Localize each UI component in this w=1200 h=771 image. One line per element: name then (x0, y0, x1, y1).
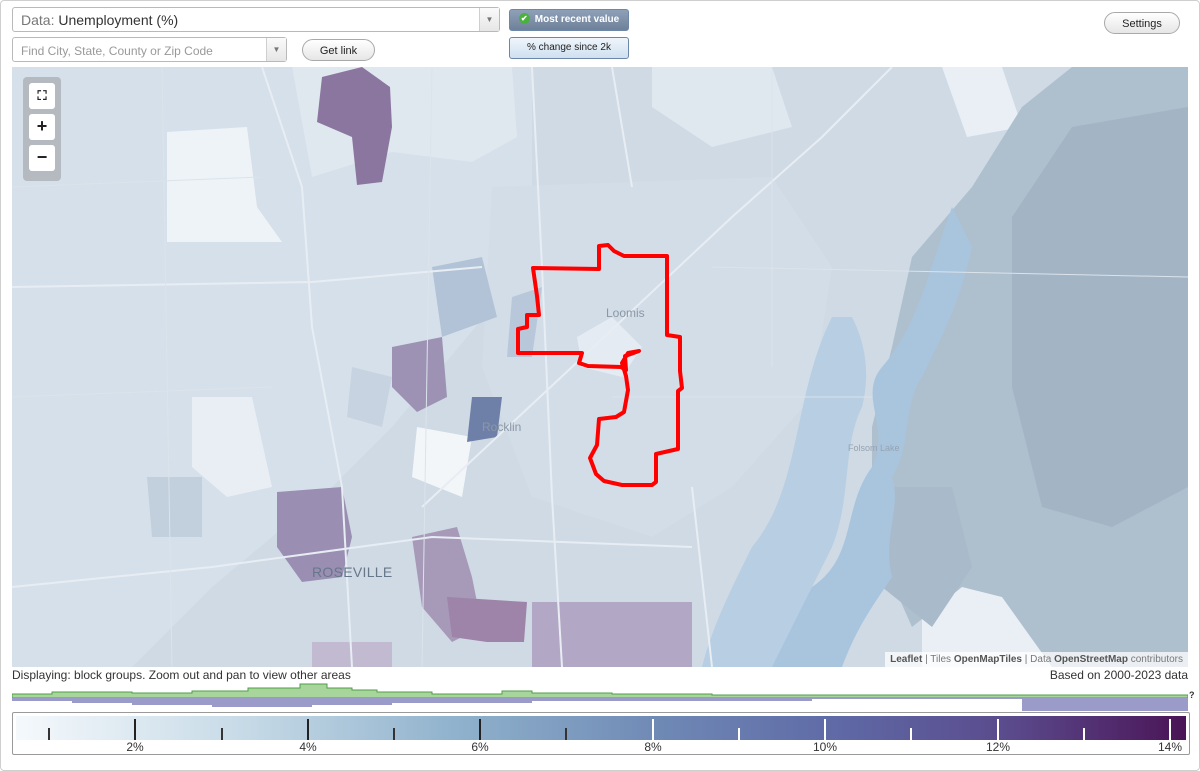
chevron-down-icon[interactable]: ▼ (266, 38, 286, 61)
legend-label: 2% (126, 740, 144, 754)
legend-gradient (16, 716, 1186, 740)
legend-minor-tick (738, 728, 740, 740)
distribution-histogram (12, 683, 1188, 711)
search-input[interactable] (19, 41, 263, 60)
help-icon[interactable]: ? (1189, 690, 1195, 700)
label-loomis: Loomis (606, 306, 645, 320)
legend-major-tick (824, 719, 826, 740)
zoom-in-button[interactable]: + (29, 114, 55, 140)
chevron-down-icon[interactable]: ▼ (479, 8, 499, 31)
legend-label: 14% (1157, 740, 1183, 754)
zoom-out-button[interactable]: − (29, 145, 55, 171)
legend-label: 4% (299, 740, 317, 754)
color-legend: 2% 4% 6% 8% 10% 12% 14% (12, 712, 1190, 755)
contributors-text: contributors (1127, 654, 1183, 665)
data-selector[interactable]: Data: Unemployment (%) ▼ (12, 7, 500, 32)
legend-major-tick (134, 719, 136, 740)
legend-major-tick (997, 719, 999, 740)
label-rocklin: Rocklin (482, 420, 522, 434)
legend-label: 12% (985, 740, 1011, 754)
legend-minor-tick (393, 728, 395, 740)
check-icon: ✔ (518, 12, 530, 24)
legend-major-tick (307, 719, 309, 740)
legend-minor-tick (221, 728, 223, 740)
legend-major-tick (652, 719, 654, 740)
openstreetmap-link[interactable]: OpenStreetMap (1054, 654, 1128, 665)
legend-major-tick (479, 719, 481, 740)
legend-label: 6% (471, 740, 489, 754)
get-link-button[interactable]: Get link (302, 39, 375, 61)
choropleth-map[interactable]: Loomis Rocklin ROSEVILLE Folsom Lake ⛶ +… (12, 67, 1188, 667)
legend-label: 8% (644, 740, 662, 754)
legend-major-tick (1169, 719, 1171, 740)
legend-minor-tick (910, 728, 912, 740)
legend-minor-tick (48, 728, 50, 740)
most-recent-label: Most recent value (534, 14, 620, 25)
location-search[interactable]: ▼ (12, 37, 287, 62)
data-prefix-attr: | Data (1022, 654, 1055, 665)
legend-label: 10% (812, 740, 838, 754)
data-value: Unemployment (%) (58, 12, 179, 28)
display-status: Displaying: block groups. Zoom out and p… (12, 668, 351, 682)
openmaptiles-link[interactable]: OpenMapTiles (953, 654, 1022, 665)
data-range-note: Based on 2000-2023 data (1049, 668, 1188, 682)
leaflet-link[interactable]: Leaflet (890, 654, 923, 665)
map-attribution: Leaflet | Tiles OpenMapTiles | Data Open… (885, 652, 1188, 667)
tiles-prefix: | Tiles (922, 654, 954, 665)
data-prefix: Data: (21, 12, 55, 28)
zoom-control: ⛶ + − (23, 77, 61, 181)
fullscreen-icon[interactable]: ⛶ (29, 83, 55, 109)
most-recent-toggle[interactable]: ✔ Most recent value (509, 9, 629, 31)
label-roseville: ROSEVILLE (312, 564, 393, 580)
settings-button[interactable]: Settings (1104, 12, 1180, 34)
label-folsom-lake: Folsom Lake (848, 443, 900, 453)
pct-change-toggle[interactable]: % change since 2k (509, 37, 629, 59)
legend-minor-tick (1083, 728, 1085, 740)
legend-minor-tick (565, 728, 567, 740)
map-canvas (12, 67, 1188, 667)
